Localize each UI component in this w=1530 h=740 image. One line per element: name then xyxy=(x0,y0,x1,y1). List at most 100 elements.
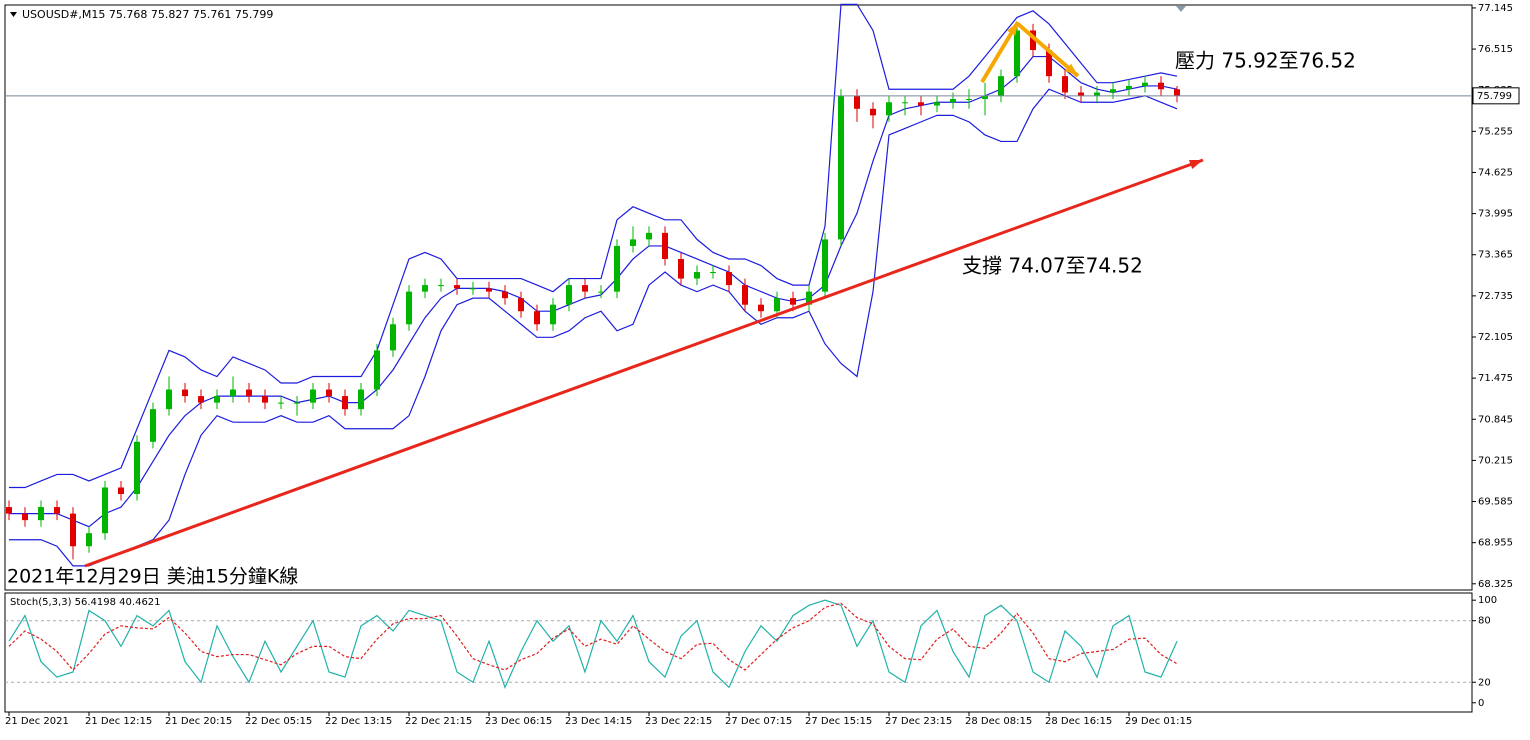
price-label: 75.799 xyxy=(1477,91,1512,102)
y-tick-label: 0 xyxy=(1478,698,1484,709)
candle-body xyxy=(854,95,860,109)
candle-body xyxy=(86,533,92,547)
candle-body xyxy=(934,102,940,106)
y-tick-label: 74.625 xyxy=(1478,167,1513,178)
x-tick-label: 21 Dec 12:15 xyxy=(85,716,152,727)
y-tick-label: 75.255 xyxy=(1478,126,1513,137)
candle-body xyxy=(838,95,844,240)
candle-body xyxy=(54,507,60,514)
y-tick-label: 70.845 xyxy=(1478,414,1513,425)
candle-body xyxy=(870,108,876,116)
candle-body xyxy=(598,291,604,293)
trend-arrow xyxy=(84,158,1204,568)
candle-body xyxy=(550,304,556,325)
y-tick-label: 72.105 xyxy=(1478,332,1513,343)
candle-body xyxy=(358,389,364,410)
candle-body xyxy=(230,389,236,397)
x-tick-label: 23 Dec 14:15 xyxy=(565,716,632,727)
candle-body xyxy=(918,102,924,106)
candle-body xyxy=(582,285,588,292)
y-tick-label: 71.475 xyxy=(1478,373,1513,384)
stoch-header: Stoch(5,3,3) 56.4198 40.4621 xyxy=(10,597,161,608)
bollinger-band xyxy=(9,88,1178,567)
candle-body xyxy=(118,487,124,495)
symbol-header: USOUSD#,M15 75.768 75.827 75.761 75.799 xyxy=(22,8,273,21)
y-tick-label: 77.145 xyxy=(1478,3,1513,14)
y-tick-label: 73.995 xyxy=(1478,209,1513,220)
stoch-line xyxy=(8,602,1178,671)
candle-body xyxy=(422,285,428,292)
x-tick-label: 28 Dec 08:15 xyxy=(965,716,1032,727)
candle-body xyxy=(1158,82,1164,90)
candle-body xyxy=(342,396,348,410)
y-tick-label: 73.365 xyxy=(1478,250,1513,261)
candle-body xyxy=(1014,30,1020,77)
candle-body xyxy=(198,396,204,403)
candle-body xyxy=(246,389,252,397)
y-tick-label: 72.735 xyxy=(1478,291,1513,302)
y-tick-label: 76.515 xyxy=(1478,44,1513,55)
candle-body xyxy=(6,507,12,514)
candle-body xyxy=(294,402,300,404)
candle-body xyxy=(950,99,956,103)
candle-body xyxy=(1046,50,1052,77)
x-tick-label: 27 Dec 07:15 xyxy=(725,716,792,727)
candle-body xyxy=(486,288,492,292)
candle-body xyxy=(998,76,1004,96)
x-tick-label: 21 Dec 20:15 xyxy=(165,716,232,727)
candle-body xyxy=(822,239,828,292)
y-tick-label: 68.955 xyxy=(1478,538,1513,549)
candle-body xyxy=(70,513,76,547)
rise-arrow-head xyxy=(1007,22,1018,36)
header-arrow xyxy=(10,12,17,17)
y-tick-label: 68.325 xyxy=(1478,579,1513,590)
candle-body xyxy=(1174,89,1180,96)
candle-body xyxy=(326,389,332,397)
candle-body xyxy=(790,298,796,305)
candle-body xyxy=(102,487,108,534)
x-tick-label: 21 Dec 2021 xyxy=(5,716,69,727)
fall-arrow xyxy=(1016,22,1080,78)
candle-body xyxy=(470,288,476,290)
candle-body xyxy=(374,350,380,390)
candle-body xyxy=(758,304,764,312)
candle-body xyxy=(134,441,140,495)
y-tick-label: 100 xyxy=(1478,595,1497,606)
candle-body xyxy=(886,102,892,116)
candle-body xyxy=(1030,30,1036,51)
x-tick-label: 28 Dec 16:15 xyxy=(1045,716,1112,727)
candle-body xyxy=(22,513,28,521)
candle-body xyxy=(966,99,972,101)
candle-body xyxy=(1078,92,1084,96)
main-frame xyxy=(4,4,1473,591)
candle-body xyxy=(214,396,220,403)
candle-body xyxy=(518,298,524,312)
candle-body xyxy=(982,95,988,100)
candle-body xyxy=(694,272,700,279)
support-note: 支撐 74.07至74.52 xyxy=(962,254,1143,278)
y-tick-label: 20 xyxy=(1478,677,1491,688)
candle-body xyxy=(502,291,508,299)
x-tick-label: 22 Dec 05:15 xyxy=(245,716,312,727)
bollinger-band xyxy=(9,3,1178,489)
x-tick-label: 22 Dec 13:15 xyxy=(325,716,392,727)
candle-body xyxy=(262,396,268,403)
candle-body xyxy=(534,311,540,325)
candle-body xyxy=(38,507,44,521)
candle-body xyxy=(806,291,812,305)
candle-body xyxy=(614,245,620,292)
candle-body xyxy=(726,272,732,286)
candle-body xyxy=(742,285,748,305)
candle-body xyxy=(646,232,652,240)
candle-body xyxy=(406,291,412,325)
y-tick-label: 80 xyxy=(1478,616,1491,627)
x-tick-label: 29 Dec 01:15 xyxy=(1125,716,1192,727)
fall-arrow-head xyxy=(1064,63,1078,76)
candle-body xyxy=(1062,76,1068,93)
stoch-frame xyxy=(4,592,1473,713)
candle-body xyxy=(1094,92,1100,96)
x-tick-label: 22 Dec 21:15 xyxy=(405,716,472,727)
candle-body xyxy=(678,258,684,279)
